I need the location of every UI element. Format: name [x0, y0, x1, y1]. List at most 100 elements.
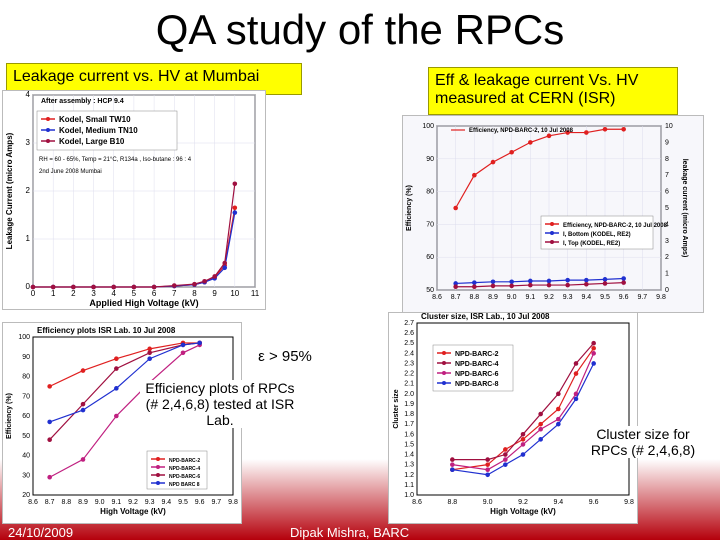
x-tick-label: 9.3 — [563, 294, 573, 301]
x-tick-label: 9.1 — [111, 499, 121, 506]
series-line — [455, 277, 624, 285]
legend-box — [36, 110, 178, 151]
y-tick-label: 20 — [22, 492, 30, 499]
x-tick-label: 9.6 — [589, 499, 599, 506]
data-point — [556, 416, 561, 422]
data-point — [520, 452, 526, 457]
legend-label: Kodel, Medium TN10 — [59, 126, 138, 135]
y2-tick-label: 4 — [665, 221, 669, 228]
data-point — [472, 284, 477, 290]
data-point — [556, 391, 561, 397]
legend-marker — [156, 473, 160, 477]
x-axis-label: Applied High Voltage (kV) — [89, 298, 198, 308]
y-tick-label: 70 — [22, 393, 30, 400]
legend-marker — [46, 139, 50, 143]
data-point — [528, 140, 533, 145]
plot-frame — [416, 322, 630, 496]
data-point — [80, 368, 86, 373]
x-tick-label: 5 — [132, 289, 137, 298]
data-point — [538, 437, 543, 442]
legend-marker — [46, 117, 50, 121]
y-axis-label: Leakage Current (micro Amps) — [5, 132, 14, 249]
legend-label: NPD-BARC-4 — [455, 361, 499, 368]
data-point — [528, 278, 533, 284]
data-point — [472, 280, 477, 285]
data-point — [232, 205, 238, 211]
eff-caption: Efficiency plots of RPCs (# 2,4,6,8) tes… — [140, 380, 300, 428]
x-tick-label: 8.6 — [432, 294, 442, 301]
y2-tick-label: 8 — [665, 156, 669, 163]
data-point — [30, 284, 36, 290]
legend-marker — [442, 351, 446, 355]
data-point — [202, 278, 207, 284]
data-point — [147, 346, 152, 352]
legend-marker — [442, 361, 446, 365]
cluster-chart: 8.6 8.8 9.0 9.2 9.4 9.6 9.8 1.0 1.1 1.2 1.3 1.4 1.5 1… — [393, 313, 634, 516]
data-point — [509, 149, 514, 155]
y-tick-label: 1.1 — [404, 482, 414, 489]
y-tick-label: 1.9 — [404, 401, 414, 408]
data-point — [485, 457, 490, 462]
y-tick-label: 2.5 — [404, 340, 414, 347]
y-tick-label: 50 — [426, 287, 434, 294]
chart-title: Efficiency plots ISR Lab. 10 Jul 2008 — [37, 326, 176, 335]
x-tick-label: 9.2 — [128, 499, 138, 506]
data-point — [50, 284, 56, 290]
cern-label-box: Eff & leakage current Vs. HV measured at… — [428, 67, 678, 115]
y-tick-label: 100 — [422, 123, 434, 130]
y-tick-label: 0 — [26, 282, 31, 291]
y-axis-label: Cluster size — [393, 389, 400, 428]
data-point — [509, 283, 514, 289]
data-point — [147, 350, 152, 356]
legend-label: I, Bottom (KODEL, RE2) — [563, 232, 631, 238]
legend-label: NPD-BARC-4 — [169, 466, 200, 472]
x-tick-label: 9.4 — [553, 499, 563, 506]
data-point — [232, 181, 238, 187]
y2-tick-label: 3 — [665, 238, 669, 245]
data-point — [573, 391, 579, 397]
x-tick-label: 9.0 — [95, 499, 105, 506]
footer-date: 24/10/2009 — [8, 525, 74, 540]
y-tick-label: 60 — [426, 254, 434, 261]
data-point — [546, 278, 552, 284]
legend-marker — [442, 381, 446, 385]
x-tick-label: 3 — [91, 289, 96, 298]
y-tick-label: 1.7 — [404, 421, 414, 428]
data-point — [453, 205, 458, 211]
data-point — [621, 126, 626, 132]
x-tick-label: 9.3 — [145, 499, 155, 506]
x-tick-label: 9.1 — [525, 294, 535, 301]
y-axis-label: Efficiency (%) — [6, 393, 13, 439]
x-tick-label: 1 — [51, 289, 56, 298]
data-point — [114, 386, 119, 391]
data-point — [47, 474, 52, 480]
data-point — [47, 419, 52, 425]
eff-isr-panel: 8.6 8.7 8.8 8.9 9.0 9.1 9.2 9.3 9.4 9.5 9.6 9.7 9.8 2… — [2, 322, 242, 524]
x-tick-label: 9.0 — [483, 499, 493, 506]
data-point — [490, 279, 496, 285]
series-line — [49, 342, 200, 423]
y-tick-label: 2 — [26, 186, 31, 195]
data-point — [602, 126, 608, 132]
data-point — [520, 431, 526, 437]
y2-tick-label: 0 — [665, 287, 669, 294]
data-point — [71, 284, 76, 290]
data-point — [520, 442, 526, 447]
y-tick-label: 1.3 — [404, 462, 414, 469]
data-point — [490, 159, 496, 165]
data-point — [91, 284, 96, 290]
data-point — [621, 280, 626, 285]
y-tick-label: 80 — [22, 374, 30, 381]
y-axis-label: Efficiency (%) — [406, 185, 413, 231]
legend-marker — [156, 457, 160, 461]
data-point — [485, 472, 490, 478]
data-point — [80, 407, 86, 413]
data-point — [591, 361, 596, 366]
data-point — [591, 345, 596, 351]
chart-note: 2nd June 2008 Mumbai — [39, 169, 102, 175]
y-tick-label: 1.6 — [404, 431, 414, 438]
y2-tick-label: 1 — [665, 271, 669, 278]
y-tick-label: 60 — [22, 413, 30, 420]
y2-tick-label: 7 — [665, 172, 669, 179]
